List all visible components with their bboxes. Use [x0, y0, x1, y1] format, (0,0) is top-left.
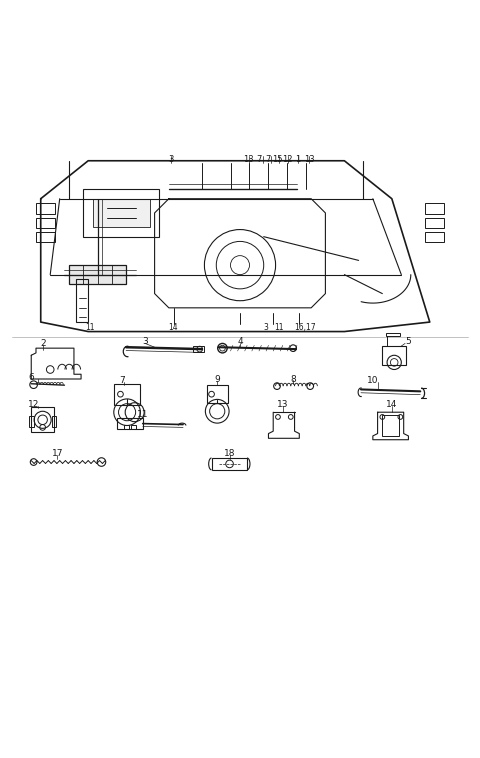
- Bar: [124, 425, 129, 429]
- Text: 9: 9: [215, 375, 220, 384]
- Text: 17: 17: [51, 449, 63, 459]
- Bar: [212, 459, 247, 470]
- Bar: [29, 415, 34, 428]
- Text: 13: 13: [304, 155, 315, 164]
- Bar: [76, 280, 88, 322]
- Bar: [425, 218, 444, 228]
- Bar: [31, 408, 54, 432]
- Text: 12: 12: [28, 399, 39, 409]
- Text: 2: 2: [40, 339, 46, 348]
- Text: 12: 12: [282, 155, 293, 164]
- Bar: [36, 218, 55, 228]
- Bar: [207, 385, 228, 402]
- Bar: [383, 415, 399, 436]
- Text: 13: 13: [277, 399, 288, 409]
- Bar: [114, 384, 140, 405]
- Bar: [386, 333, 400, 337]
- Bar: [93, 199, 150, 227]
- Text: 11: 11: [274, 323, 284, 332]
- Text: 11: 11: [85, 323, 95, 332]
- Bar: [131, 425, 136, 429]
- Text: 4: 4: [237, 337, 243, 346]
- Bar: [383, 346, 406, 365]
- Text: 16,17: 16,17: [295, 323, 316, 332]
- Text: 15: 15: [272, 155, 282, 164]
- Text: 3: 3: [264, 323, 268, 332]
- Text: 10: 10: [367, 377, 379, 385]
- Text: 8: 8: [290, 374, 296, 384]
- Bar: [36, 203, 55, 214]
- Text: 7: 7: [265, 155, 270, 164]
- Text: 3: 3: [168, 155, 174, 164]
- Text: 6: 6: [28, 373, 34, 382]
- Bar: [425, 232, 444, 243]
- Bar: [84, 190, 159, 236]
- Text: 7: 7: [257, 155, 262, 164]
- Text: 11: 11: [137, 410, 148, 419]
- Text: 14: 14: [386, 399, 397, 409]
- Text: 18: 18: [224, 449, 235, 459]
- Text: 3: 3: [142, 337, 148, 346]
- Bar: [117, 418, 143, 429]
- Text: 7: 7: [120, 377, 125, 385]
- Bar: [69, 265, 126, 284]
- Text: 5: 5: [406, 337, 411, 346]
- Text: 14: 14: [168, 323, 178, 332]
- Text: 1: 1: [295, 155, 300, 164]
- Bar: [36, 232, 55, 243]
- Text: 13: 13: [243, 155, 254, 164]
- Bar: [425, 203, 444, 214]
- Bar: [192, 346, 204, 352]
- Bar: [52, 415, 56, 428]
